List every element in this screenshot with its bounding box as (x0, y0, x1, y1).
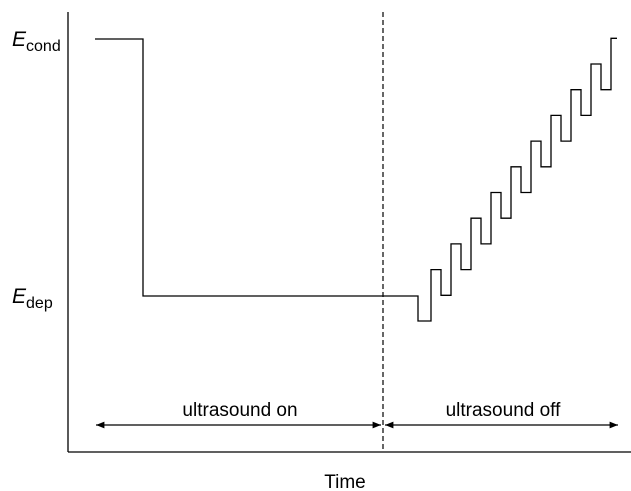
level-label: Edep (12, 285, 53, 312)
x-axis-label: Time (324, 472, 366, 491)
waveform (95, 37, 617, 322)
phase-label: ultrasound on (182, 400, 297, 421)
level-label: Econd (12, 28, 61, 55)
phase-label: ultrasound off (446, 400, 562, 421)
